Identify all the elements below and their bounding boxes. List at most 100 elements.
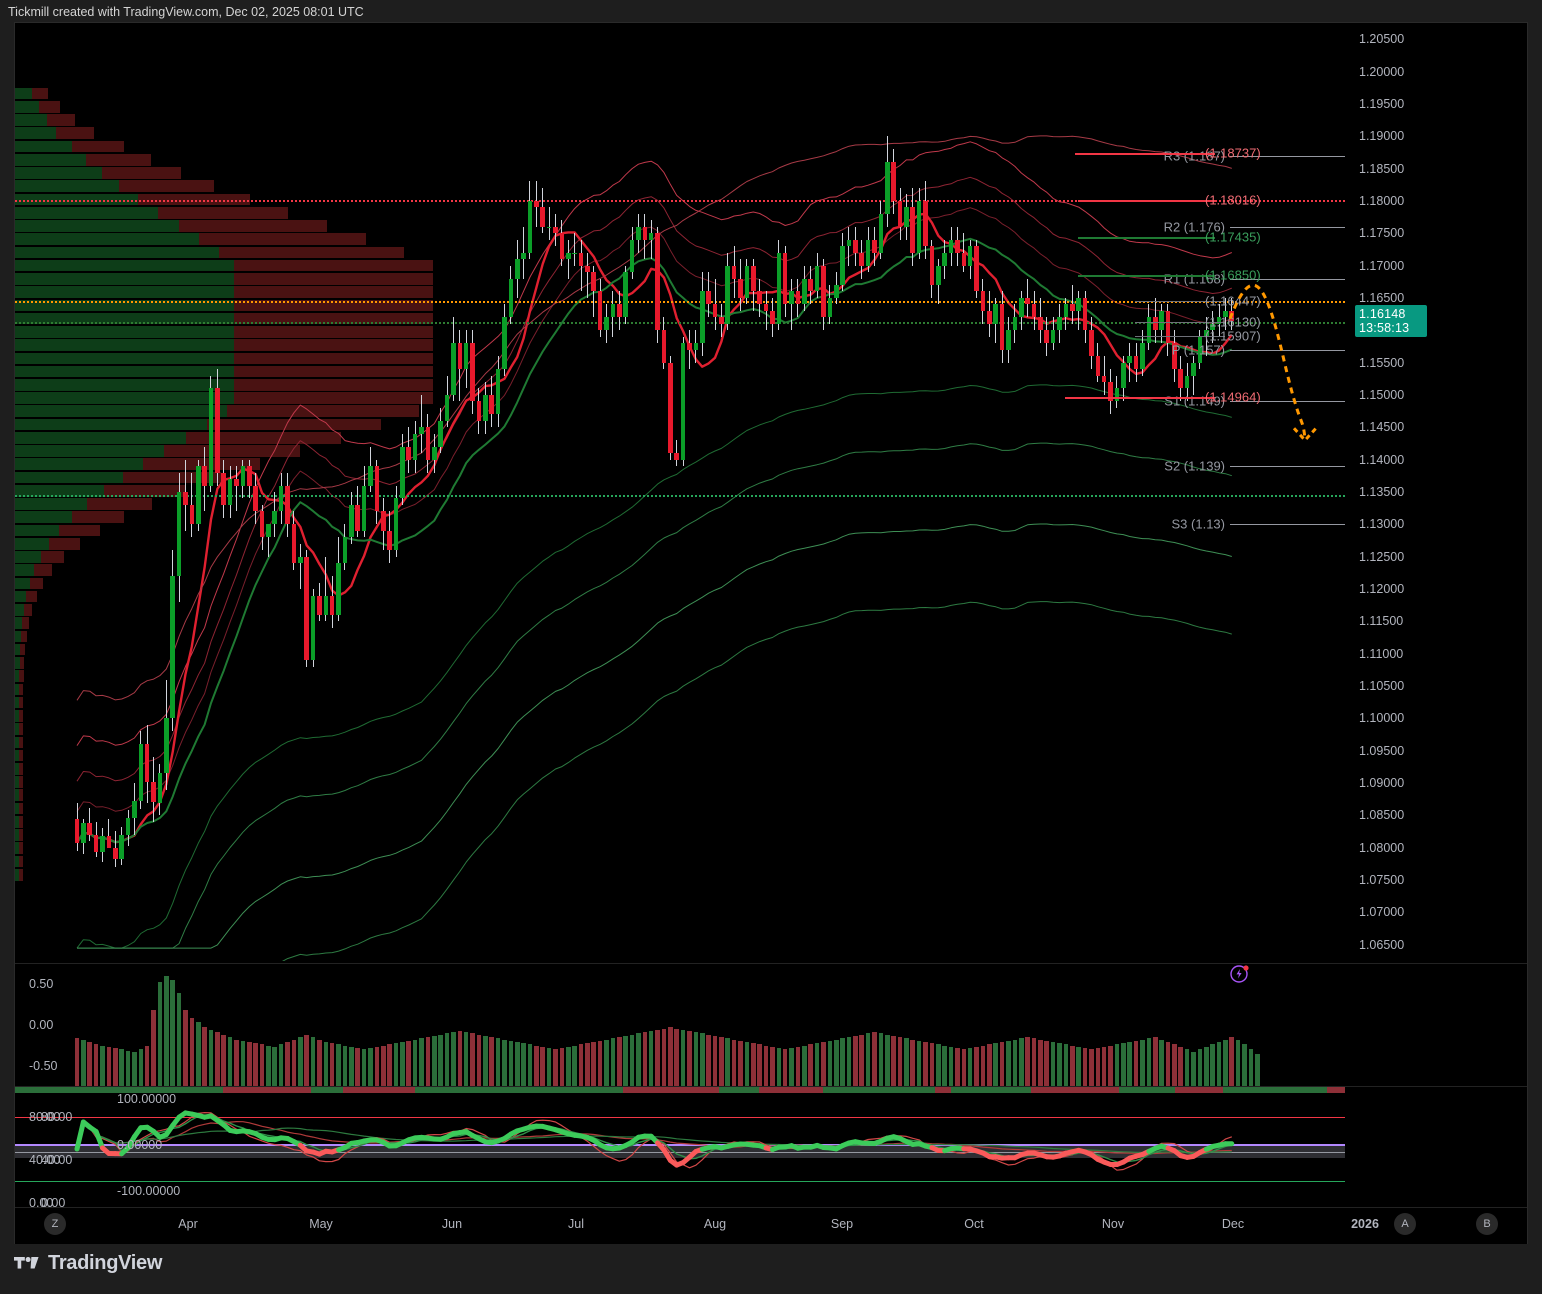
candle-body[interactable]	[406, 446, 412, 460]
pivot-line-r2[interactable]	[1230, 226, 1345, 228]
candle-body[interactable]	[827, 297, 833, 318]
candle-body[interactable]	[1152, 317, 1158, 331]
candle-body[interactable]	[1184, 375, 1190, 389]
candle-body[interactable]	[285, 485, 290, 525]
candle-body[interactable]	[655, 233, 660, 331]
candle-body[interactable]	[291, 524, 297, 564]
candle-body[interactable]	[368, 466, 373, 486]
candle-body[interactable]	[999, 304, 1005, 350]
candle-body[interactable]	[744, 265, 750, 298]
candle-body[interactable]	[1121, 362, 1126, 389]
candle-body[interactable]	[1108, 382, 1113, 402]
candle-body[interactable]	[808, 278, 813, 292]
candle-body[interactable]	[246, 466, 252, 486]
candle-body[interactable]	[1197, 336, 1203, 363]
candle-body[interactable]	[1025, 297, 1030, 305]
candle-body[interactable]	[546, 226, 552, 229]
candle-body[interactable]	[916, 200, 922, 253]
candle-body[interactable]	[840, 246, 845, 285]
candle-body[interactable]	[1223, 310, 1228, 318]
candle-body[interactable]	[463, 343, 469, 370]
volume-pane[interactable]: 800 K400 K 0.50 0.00 -0.50	[15, 963, 1527, 1086]
candle-body[interactable]	[151, 781, 156, 803]
candle-body[interactable]	[272, 511, 278, 525]
candle-body[interactable]	[540, 207, 546, 227]
price-scale[interactable]: 1.20500 1.20000 1.19500 1.19000 1.18500 1.180…	[1345, 23, 1527, 961]
candle-body[interactable]	[776, 252, 782, 324]
ray-pivot-ray[interactable]	[15, 301, 1345, 304]
candle-body[interactable]	[846, 239, 852, 247]
candle-body[interactable]	[929, 246, 935, 285]
candle-body[interactable]	[1076, 297, 1081, 311]
candle-body[interactable]	[814, 265, 820, 292]
candle-body[interactable]	[1038, 317, 1043, 331]
candle-body[interactable]	[361, 485, 367, 531]
candle-body[interactable]	[1031, 304, 1037, 318]
candle-body[interactable]	[833, 284, 839, 298]
candle-body[interactable]	[674, 453, 679, 460]
candle-body[interactable]	[1082, 297, 1088, 331]
candle-body[interactable]	[457, 343, 463, 370]
candle-body[interactable]	[431, 446, 437, 460]
candle-body[interactable]	[636, 226, 641, 240]
candle-body[interactable]	[393, 498, 399, 551]
candle-body[interactable]	[489, 394, 494, 415]
candle-body[interactable]	[221, 472, 227, 505]
candle-body[interactable]	[884, 162, 890, 214]
candle-body[interactable]	[412, 433, 418, 460]
candle-body[interactable]	[553, 226, 558, 234]
candle-body[interactable]	[1216, 317, 1222, 324]
candle-body[interactable]	[853, 239, 858, 253]
candle-body[interactable]	[419, 427, 424, 434]
candle-body[interactable]	[476, 401, 482, 421]
candle-body[interactable]	[317, 595, 322, 615]
candle-body[interactable]	[872, 239, 877, 253]
candle-body[interactable]	[821, 265, 826, 318]
candle-body[interactable]	[215, 388, 220, 473]
candle-body[interactable]	[1018, 297, 1024, 318]
candle-body[interactable]	[617, 304, 622, 318]
candle-body[interactable]	[374, 466, 380, 512]
candle-body[interactable]	[680, 343, 686, 460]
candle-body[interactable]	[355, 504, 360, 531]
time-pill-b[interactable]: B	[1476, 1213, 1498, 1235]
candle-body[interactable]	[1063, 304, 1069, 318]
candle-body[interactable]	[1127, 356, 1132, 363]
candle-body[interactable]	[604, 317, 609, 331]
candle-body[interactable]	[112, 847, 118, 860]
pivot-line-r3[interactable]	[1230, 155, 1345, 157]
candle-body[interactable]	[508, 278, 514, 318]
candle-body[interactable]	[451, 343, 456, 395]
candle-body[interactable]	[1089, 330, 1094, 357]
candle-body[interactable]	[910, 207, 916, 253]
candle-body[interactable]	[323, 595, 329, 615]
oscillator-pane[interactable]: 80.00 40.00 0.00 80.00 40.00 0.00 100.00000 0.…	[15, 1086, 1527, 1207]
candle-body[interactable]	[400, 446, 405, 499]
candle-body[interactable]	[438, 420, 443, 447]
candle-body[interactable]	[763, 304, 769, 311]
pivot-line-s2[interactable]	[1230, 466, 1345, 468]
candle-body[interactable]	[648, 233, 654, 240]
candle-body[interactable]	[795, 291, 801, 305]
candle-body[interactable]	[298, 556, 303, 564]
candle-body[interactable]	[878, 213, 884, 253]
candle-body[interactable]	[329, 595, 335, 615]
volume-plot-area[interactable]: 800 K400 K	[15, 964, 1345, 1086]
candle-body[interactable]	[923, 200, 928, 247]
candle-body[interactable]	[164, 718, 169, 773]
candle-body[interactable]	[266, 524, 271, 538]
candle-body[interactable]	[483, 394, 488, 421]
candle-body[interactable]	[610, 304, 616, 318]
price-pane[interactable]: R3 (1.187) R2 (1.176) R1 (1.168) P (1.157) S…	[15, 23, 1527, 961]
candle-body[interactable]	[1044, 330, 1050, 344]
candle-body[interactable]	[693, 343, 699, 350]
last-price-badge[interactable]: 1.16148 13:58:13	[1355, 304, 1427, 337]
candle-body[interactable]	[1210, 323, 1215, 331]
candle-body[interactable]	[668, 362, 673, 454]
candle-body[interactable]	[1050, 330, 1056, 344]
candle-body[interactable]	[712, 304, 718, 318]
candle-body[interactable]	[782, 252, 788, 305]
candle-body[interactable]	[623, 272, 628, 318]
candle-body[interactable]	[195, 466, 201, 525]
pivot-line-s1[interactable]	[1230, 401, 1345, 403]
